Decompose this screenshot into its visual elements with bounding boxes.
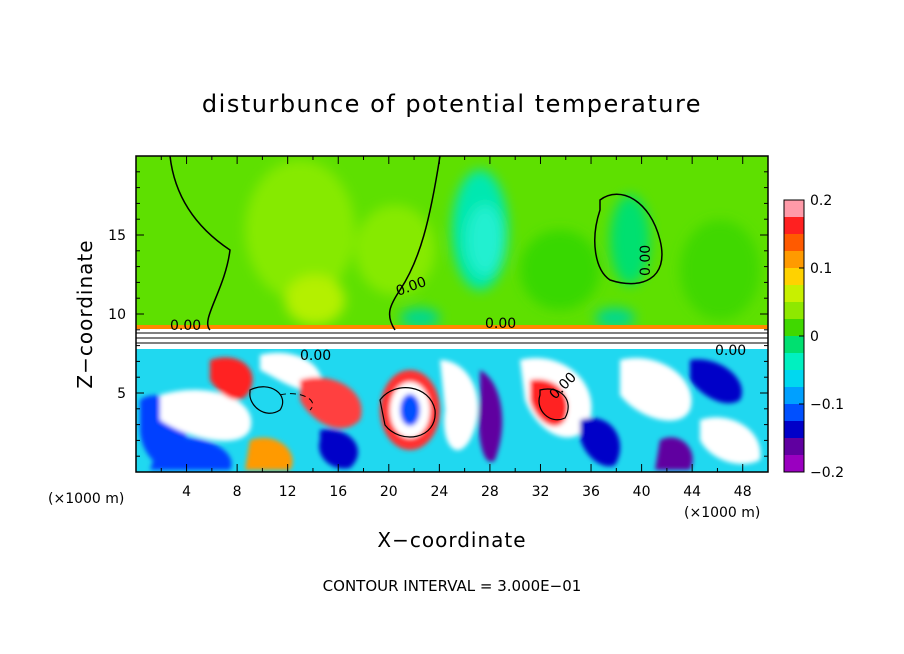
x-tick-label: 8 xyxy=(233,484,242,500)
heatmap-field xyxy=(136,156,768,472)
contour-label: 0.00 xyxy=(638,245,654,276)
x-tick-label: 24 xyxy=(430,484,448,500)
colorbar-swatch xyxy=(784,438,804,456)
y-tick-label: 5 xyxy=(117,386,126,402)
colorbar-swatch xyxy=(784,421,804,439)
contour-lower xyxy=(249,386,569,438)
colorbar-swatch xyxy=(784,319,804,337)
x-tick-label: 48 xyxy=(734,484,752,500)
contour-label: 0.00 xyxy=(715,343,746,359)
chart-title: disturbunce of potential temperature xyxy=(202,90,702,118)
colorbar-swatch xyxy=(784,200,804,218)
colorbar-ticks: 0.2 0.1 0 −0.1 −0.2 xyxy=(799,193,844,481)
x-axis-label: X−coordinate xyxy=(377,528,526,552)
colorbar-swatch xyxy=(784,217,804,235)
upper-layer-field xyxy=(136,156,768,331)
colorbar-swatch xyxy=(784,302,804,320)
x-tick-label: 40 xyxy=(633,484,651,500)
y-tick-label: 15 xyxy=(108,228,126,244)
inversion-band xyxy=(136,325,768,329)
colorbar-swatch xyxy=(784,336,804,354)
x-axis-unit-right: (×1000 m) xyxy=(684,505,760,521)
x-axis-unit-left: (×1000 m) xyxy=(48,491,124,507)
colorbar-tick-label: 0.2 xyxy=(810,193,832,209)
x-tick-label: 36 xyxy=(582,484,600,500)
colorbar-swatch xyxy=(784,268,804,286)
colorbar-swatch xyxy=(784,285,804,303)
colorbar-swatch xyxy=(784,251,804,269)
colorbar-swatch xyxy=(784,455,804,473)
colorbar-tick-label: 0 xyxy=(810,329,819,345)
x-tick-label: 12 xyxy=(279,484,297,500)
colorbar-swatch xyxy=(784,353,804,371)
x-tick-label: 32 xyxy=(532,484,550,500)
contour-label: 0.00 xyxy=(170,318,201,334)
upper-layer-anomalies xyxy=(245,160,760,328)
colorbar-swatch xyxy=(784,404,804,422)
contour-zero-upper xyxy=(169,156,663,331)
x-tick-label: 4 xyxy=(182,484,191,500)
lower-layer-eddies xyxy=(140,352,761,470)
x-tick-label: 28 xyxy=(481,484,499,500)
y-axis-ticks: 5 10 15 xyxy=(108,155,768,457)
x-tick-label: 16 xyxy=(329,484,347,500)
colorbar-tick-label: 0.1 xyxy=(810,261,832,277)
contour-interval-note: CONTOUR INTERVAL = 3.000E−01 xyxy=(323,577,582,595)
contour-label: 0.00 xyxy=(485,316,516,332)
colorbar-swatch xyxy=(784,370,804,388)
colorbar-swatch xyxy=(784,387,804,405)
colorbar-tick-label: −0.1 xyxy=(810,397,844,413)
y-tick-label: 10 xyxy=(108,307,126,323)
colorbar-swatch xyxy=(784,234,804,252)
y-axis-label: Z−coordinate xyxy=(73,239,97,388)
colorbar xyxy=(783,199,805,473)
colorbar-tick-label: −0.2 xyxy=(810,465,844,481)
x-axis-ticks: 4 8 12 16 20 24 28 32 36 40 44 48 xyxy=(160,156,769,500)
contour-label: 0.00 xyxy=(300,348,331,364)
x-tick-label: 20 xyxy=(380,484,398,500)
x-tick-label: 44 xyxy=(683,484,701,500)
